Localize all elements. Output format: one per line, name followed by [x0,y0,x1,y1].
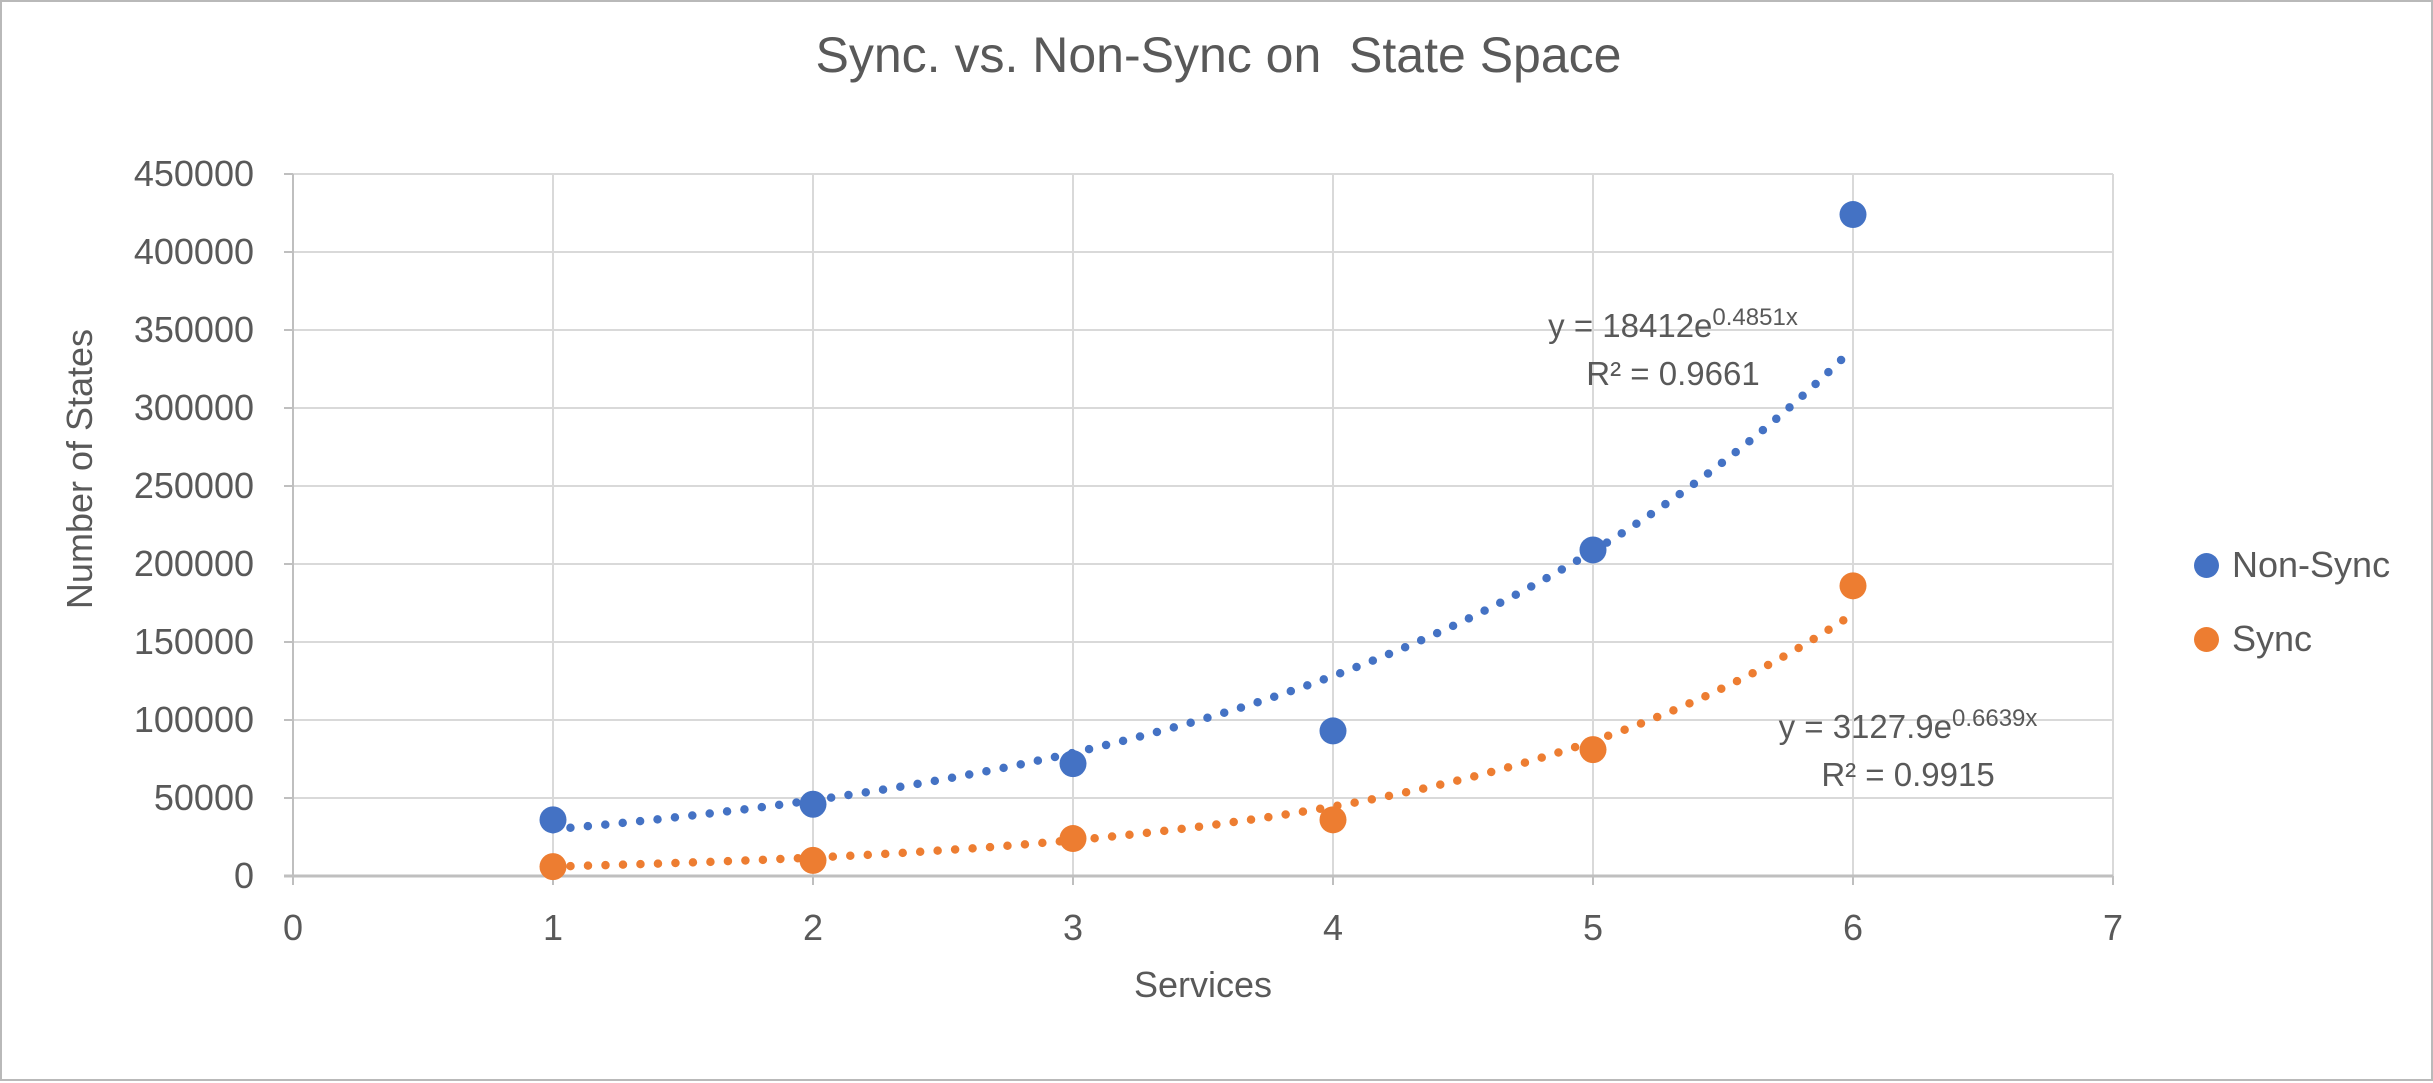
trendline-r2: R² = 0.9915 [1821,756,1995,793]
legend-label: Non-Sync [2232,544,2391,585]
y-tick-label: 200000 [133,543,254,584]
point-non-sync-x4[interactable] [1319,717,1347,745]
legend-label: Sync [2232,618,2313,659]
y-tick-label: 250000 [133,465,254,506]
point-sync-x3[interactable] [1059,825,1087,853]
y-tick-label: 400000 [133,231,254,272]
point-sync-x5[interactable] [1579,736,1607,764]
y-tick-label: 50000 [153,777,254,818]
x-tick-label: 5 [1582,907,1604,948]
y-tick-label: 450000 [133,153,254,194]
equation-exponent: 0.6639x [1952,705,2038,732]
x-tick-label: 1 [542,907,564,948]
x-tick-label: 3 [1062,907,1084,948]
trendline-non-sync[interactable] [548,344,1858,834]
x-tick-label: 6 [1842,907,1864,948]
y-tick-label: 100000 [133,699,254,740]
y-tick-label: 350000 [133,309,254,350]
x-tick-label: 2 [802,907,824,948]
trendline-equation-line1: y = 3127.9e0.6639x [1778,705,2038,745]
point-non-sync-x5[interactable] [1579,536,1607,564]
point-sync-x1[interactable] [539,853,567,881]
y-tick-label: 150000 [133,621,254,662]
legend-item-sync[interactable]: Sync [2194,618,2312,660]
x-tick-label: 7 [2102,907,2124,948]
equation-exponent: 0.4851x [1712,304,1798,331]
x-tick-label: 4 [1322,907,1344,948]
x-axis-title: Services [1133,964,1273,1005]
trendline-sync[interactable] [548,609,1858,871]
point-sync-x2[interactable] [799,846,827,874]
y-tick-label: 0 [233,855,254,896]
legend-item-non-sync[interactable]: Non-Sync [2194,544,2390,586]
point-non-sync-x2[interactable] [799,790,827,818]
trendline-equation-sync[interactable]: y = 3127.9e0.6639x R² = 0.9915 [1779,695,2038,799]
legend-marker-icon [2194,626,2219,652]
legend-marker-icon [2194,552,2219,578]
trendline-equation-non-sync[interactable]: y = 18412e0.4851x R² = 0.9661 [1548,294,1798,398]
point-sync-x4[interactable] [1319,806,1347,834]
trendline-equation-line1: y = 18412e0.4851x [1548,304,1798,344]
point-non-sync-x3[interactable] [1059,750,1087,778]
trendline-r2: R² = 0.9661 [1586,355,1760,392]
y-tick-label: 300000 [133,387,254,428]
point-non-sync-x6[interactable] [1839,201,1867,229]
point-sync-x6[interactable] [1839,572,1867,600]
x-tick-label: 0 [282,907,304,948]
chart-title[interactable]: Sync. vs. Non-Sync on State Space [815,27,1622,83]
point-non-sync-x1[interactable] [539,806,567,834]
